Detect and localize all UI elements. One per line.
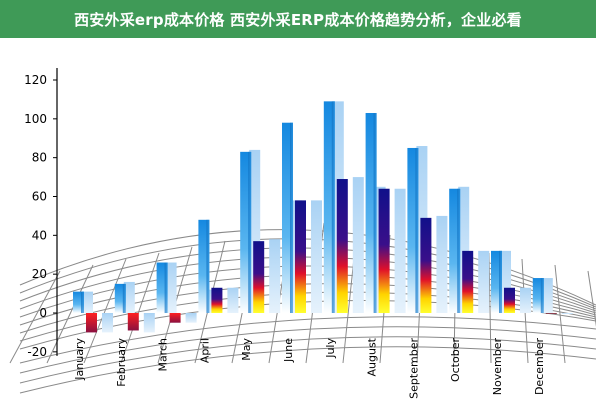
grid-arc: [19, 316, 596, 364]
bar-series-1: [449, 188, 461, 313]
bar-chart: -20 0 20 40 60 80 100 120 January February March A…: [9, 68, 596, 399]
bar-series-1: [198, 219, 210, 313]
x-tick-label: October: [449, 338, 462, 382]
grid-line: [554, 264, 566, 364]
ghost-bar: [541, 278, 553, 313]
bar-series-1: [73, 291, 84, 313]
bar-series-1: [323, 101, 335, 313]
bar-side: [81, 291, 84, 313]
bar-side: [248, 151, 252, 313]
bar-series-2: [462, 250, 474, 313]
ghost-bar: [269, 239, 281, 313]
ghost-bar: [82, 291, 93, 313]
bar-side: [540, 278, 544, 313]
bar-series-2: [127, 313, 139, 331]
ghost-bar: [102, 313, 113, 333]
ghost-bar: [561, 313, 573, 314]
grid-arc: [19, 346, 596, 394]
bar-series-2: [336, 179, 348, 313]
grid-arc: [19, 336, 596, 384]
ghost-bar: [143, 313, 155, 333]
y-tick-label: 0: [39, 306, 47, 320]
x-tick-label: July: [324, 338, 337, 359]
bar-series-2: [378, 188, 390, 313]
y-tick-label: -20: [27, 345, 47, 359]
category-labels: January February March April May June July Augu…: [73, 337, 546, 398]
y-tick-label: 120: [24, 73, 47, 87]
bar-series-1: [365, 113, 377, 313]
grid-line: [488, 252, 492, 364]
bar-series-2: [169, 313, 181, 323]
bar-side: [373, 113, 377, 313]
ghost-bar: [436, 215, 448, 313]
bar-series-1: [156, 262, 168, 313]
y-tick-label: 60: [32, 190, 47, 204]
bar-side: [290, 122, 293, 313]
ghost-bar: [520, 287, 531, 313]
x-tick-label: May: [240, 338, 253, 361]
x-tick-label: June: [282, 338, 295, 363]
x-tick-label: February: [115, 338, 128, 387]
bar-series-1: [114, 283, 126, 313]
ghost-bar: [394, 188, 406, 313]
bar-side: [206, 219, 210, 313]
ghost-bar: [500, 250, 511, 313]
bar-series-2: [420, 217, 432, 313]
ghost-bar: [311, 200, 322, 313]
y-tick-label: 80: [32, 151, 47, 165]
y-axis: -20 0 20 40 60 80 100 120: [24, 68, 58, 359]
bar-series-2: [504, 287, 515, 313]
ghost-bar: [249, 149, 261, 313]
grid-line: [120, 252, 160, 364]
bar-side: [415, 147, 419, 313]
y-tick-label: 20: [32, 267, 47, 281]
x-tick-label: January: [73, 338, 86, 381]
grid-arc: [19, 326, 596, 374]
bar-series-2: [295, 200, 306, 313]
title-banner: 西安外采erp成本价格 西安外采ERP成本价格趋势分析，企业必看: [0, 0, 596, 38]
ghost-bar: [458, 186, 470, 313]
bar-series-1: [491, 250, 502, 313]
ghost-bar: [185, 313, 197, 323]
bar-series-2: [545, 313, 557, 314]
grid-line: [83, 258, 127, 364]
grid-line: [9, 270, 61, 364]
y-tick-label: 40: [32, 228, 47, 242]
bar-side: [457, 188, 461, 313]
ghost-bar: [123, 281, 135, 313]
bar-side: [164, 262, 168, 313]
bar-series-1: [532, 278, 544, 313]
x-tick-label: November: [491, 338, 504, 396]
grid-line: [46, 264, 94, 364]
bar-series-2: [211, 287, 223, 313]
bar-series-1: [407, 147, 419, 313]
bar-side: [331, 101, 335, 313]
bar-side: [122, 283, 126, 313]
x-tick-label: March: [157, 338, 170, 372]
grid-line: [587, 270, 596, 327]
bars: [73, 101, 573, 333]
x-tick-label: August: [366, 337, 379, 376]
x-tick-label: April: [198, 338, 211, 363]
ghost-bar: [227, 287, 239, 313]
y-tick-label: 100: [24, 112, 47, 126]
ghost-bar: [165, 262, 177, 313]
x-tick-label: September: [407, 338, 420, 399]
bar-series-1: [240, 151, 252, 313]
bar-side: [499, 250, 502, 313]
page-title: 西安外采erp成本价格 西安外采ERP成本价格趋势分析，企业必看: [74, 10, 522, 29]
ghost-bar: [478, 250, 490, 313]
x-tick-label: December: [533, 338, 546, 396]
bar-series-1: [282, 122, 293, 313]
bar-series-2: [253, 241, 265, 313]
ghost-bar: [352, 177, 364, 313]
bar-series-2: [86, 313, 97, 333]
